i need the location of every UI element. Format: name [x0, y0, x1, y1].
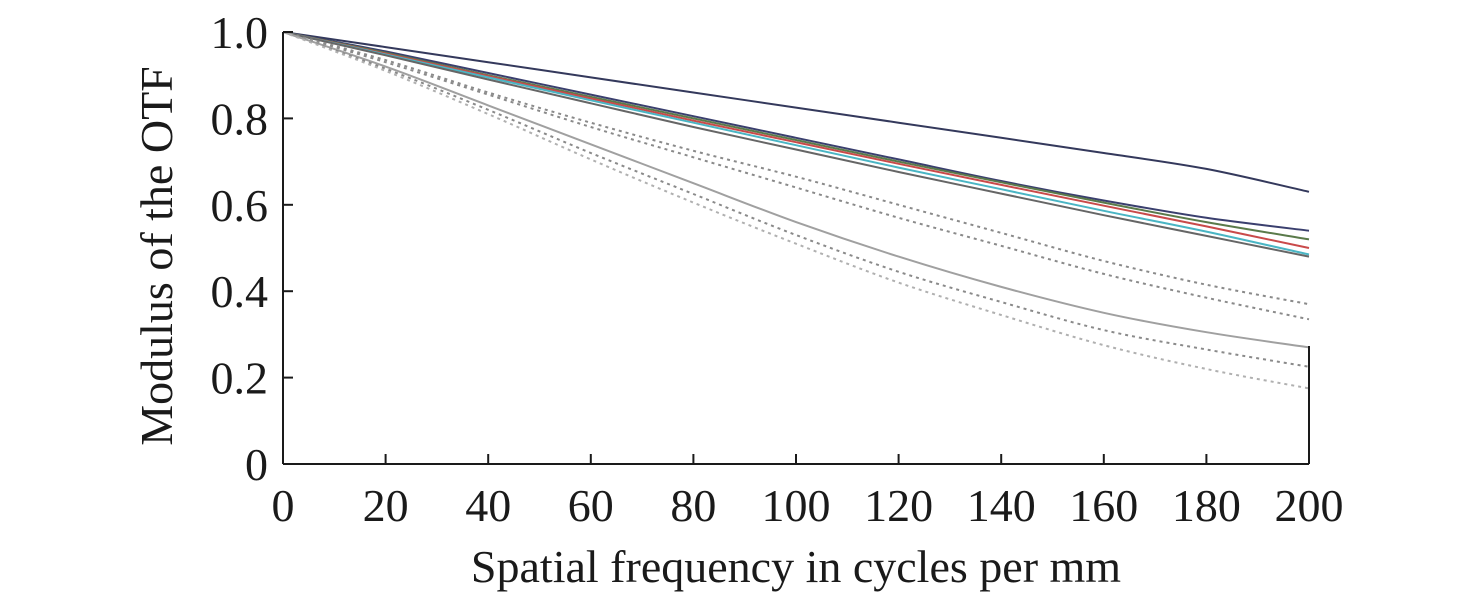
- y-tick-label: 0.4: [211, 266, 269, 317]
- mtf-curve-7: [282, 31, 1310, 306]
- axes: [282, 32, 1310, 465]
- x-tick-label: 160: [1069, 480, 1138, 531]
- mtf-curve-2: [282, 31, 1310, 232]
- x-tick-label: 180: [1172, 480, 1241, 531]
- y-ticks: 0 0.2 0.4 0.6 0.8 1.0: [211, 7, 293, 490]
- y-tick-label: 0.6: [211, 180, 269, 231]
- x-axis-title: Spatial frequency in cycles per mm: [471, 541, 1121, 592]
- mtf-curve-5: [282, 31, 1310, 256]
- mtf-curve-9: [282, 31, 1310, 349]
- y-tick-label: 0.8: [211, 93, 269, 144]
- x-tick-label: 120: [864, 480, 933, 531]
- x-tick-label: 140: [967, 480, 1036, 531]
- x-tick-label: 60: [568, 480, 614, 531]
- mtf-curve-6: [282, 31, 1310, 258]
- x-tick-label: 40: [465, 480, 511, 531]
- x-tick-label: 80: [670, 480, 716, 531]
- x-tick-label: 100: [762, 480, 831, 531]
- x-tick-label: 200: [1275, 480, 1344, 531]
- mtf-curve-1: [282, 31, 1310, 193]
- x-tick-label: 0: [272, 480, 295, 531]
- mtf-curve-3: [282, 31, 1310, 241]
- mtf-curve-8: [282, 31, 1310, 321]
- mtf-curve-10: [282, 31, 1310, 368]
- mtf-curve-11: [282, 31, 1310, 390]
- x-ticks: 0 20 40 60 80 100 120 140 160 180 200: [272, 454, 1344, 531]
- curve-group: [282, 31, 1310, 390]
- y-tick-label: 1.0: [211, 7, 269, 58]
- y-axis-title: Modulus of the OTF: [131, 66, 182, 446]
- mtf-curve-4: [282, 31, 1310, 249]
- x-tick-label: 20: [363, 480, 409, 531]
- y-tick-label: 0.2: [211, 353, 269, 404]
- y-tick-label: 0: [245, 439, 268, 490]
